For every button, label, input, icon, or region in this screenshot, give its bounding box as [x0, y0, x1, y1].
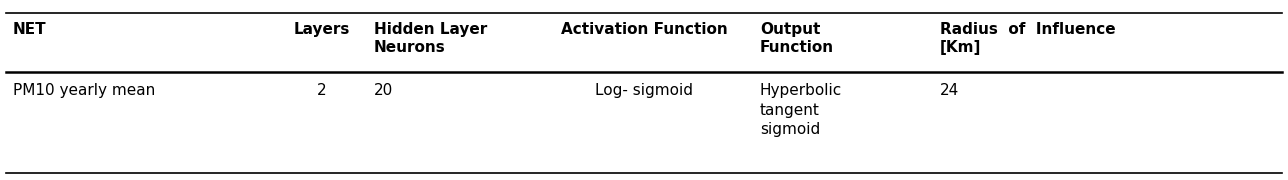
Text: Hidden Layer
Neurons: Hidden Layer Neurons	[374, 22, 487, 55]
Text: Activation Function: Activation Function	[560, 22, 728, 37]
Text: NET: NET	[13, 22, 46, 37]
Text: Layers: Layers	[294, 22, 350, 37]
Text: Radius  of  Influence
[Km]: Radius of Influence [Km]	[940, 22, 1115, 55]
Text: 2: 2	[317, 83, 327, 98]
Text: Output
Function: Output Function	[760, 22, 835, 55]
Text: 24: 24	[940, 83, 960, 98]
Text: 20: 20	[374, 83, 393, 98]
Text: PM10 yearly mean: PM10 yearly mean	[13, 83, 155, 98]
Text: Log- sigmoid: Log- sigmoid	[595, 83, 693, 98]
Text: Hyperbolic
tangent
sigmoid: Hyperbolic tangent sigmoid	[760, 83, 842, 137]
